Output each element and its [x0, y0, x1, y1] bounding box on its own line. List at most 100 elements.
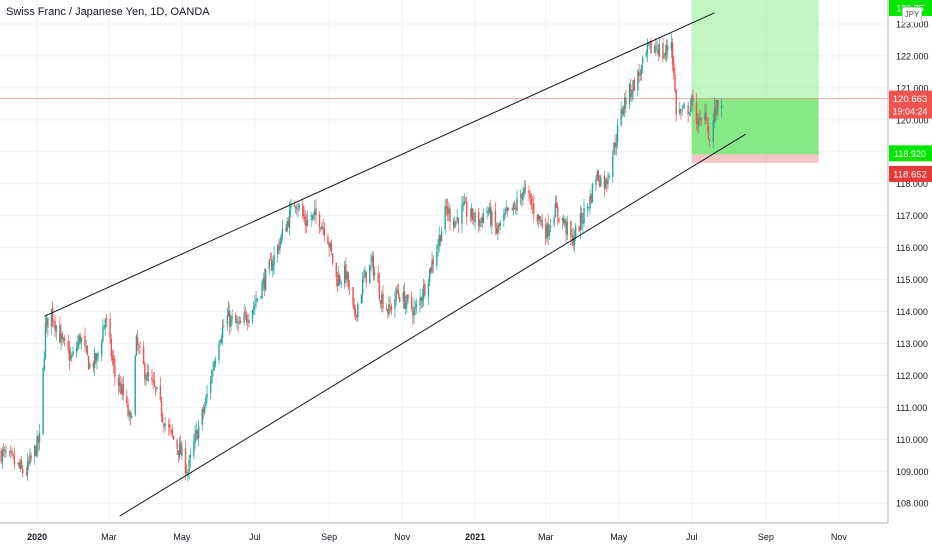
candle-down — [614, 143, 616, 148]
candle-up — [462, 203, 464, 207]
candle-up — [622, 107, 625, 115]
candle-up — [19, 462, 22, 469]
candle-up — [608, 175, 610, 178]
candle-up — [713, 107, 716, 122]
candle-down — [172, 435, 175, 440]
candle-down — [153, 380, 156, 386]
candle-up — [579, 213, 582, 231]
entry-label-box — [889, 145, 932, 162]
candle-down — [170, 428, 172, 430]
candle-down — [439, 234, 442, 243]
candle-down — [667, 46, 669, 50]
candle-down — [412, 310, 414, 317]
long-position-tool[interactable] — [691, 0, 819, 163]
candle-down — [528, 190, 530, 194]
candle-up — [548, 229, 551, 237]
candle-up — [649, 41, 651, 45]
x-tick-label: Nov — [394, 532, 411, 542]
candle-down — [633, 79, 635, 91]
candle-up — [607, 178, 609, 185]
candle-down — [285, 228, 287, 232]
candle-up — [29, 455, 31, 464]
candle-down — [606, 180, 608, 184]
candle-down — [674, 73, 676, 91]
candle-up — [583, 208, 585, 223]
candle-down — [318, 214, 321, 228]
y-tick-label: 118.000 — [896, 179, 928, 189]
candle-down — [302, 205, 304, 216]
candle-up — [96, 354, 98, 361]
candle-down — [245, 314, 248, 322]
candle-up — [97, 353, 99, 356]
candle-up — [346, 271, 348, 280]
candle-down — [494, 210, 497, 227]
loss-zone — [691, 154, 819, 163]
candle-down — [430, 267, 432, 272]
candle-up — [437, 245, 439, 251]
candle-down — [152, 380, 154, 382]
candle-down — [572, 235, 574, 246]
trendlines[interactable] — [44, 12, 746, 517]
candle-down — [287, 220, 290, 227]
candle-down — [506, 207, 509, 211]
currency-badge[interactable]: JPY — [902, 7, 922, 23]
candle-up — [314, 209, 316, 215]
candle-up — [620, 109, 622, 126]
x-tick-label: Mar — [101, 532, 117, 542]
candle-up — [72, 351, 74, 356]
candle-up — [454, 222, 456, 229]
candle-up — [431, 260, 433, 273]
candle-up — [405, 302, 407, 309]
candle-up — [134, 356, 136, 415]
candle-up — [218, 344, 220, 361]
candle-up — [360, 294, 363, 304]
stop-loss-label: 118.652 — [893, 169, 927, 180]
candle-up — [89, 363, 91, 368]
candle-up — [243, 313, 245, 323]
candle-up — [698, 117, 700, 127]
candle-down — [339, 276, 341, 282]
candle-up — [1, 449, 4, 462]
candle-down — [162, 417, 164, 422]
candle-down — [18, 462, 20, 468]
candle-down — [536, 215, 539, 222]
candle-up — [512, 203, 515, 210]
x-tick-label: Sep — [758, 532, 774, 542]
candle-down — [671, 42, 674, 64]
candle-down — [263, 277, 266, 289]
candle-down — [498, 223, 500, 227]
candle-down — [114, 364, 116, 377]
candle-down — [354, 308, 357, 315]
candle-down — [547, 223, 549, 236]
candle-up — [135, 335, 138, 356]
x-tick-label: Jul — [686, 532, 698, 542]
candle-up — [197, 425, 200, 439]
candle-up — [268, 260, 270, 270]
candle-up — [645, 52, 647, 56]
candle-up — [337, 274, 340, 286]
candle-down — [464, 201, 467, 203]
grid — [0, 0, 888, 523]
candle-down — [51, 307, 54, 321]
candle-down — [705, 112, 707, 122]
candle-up — [455, 220, 457, 225]
candle-up — [582, 221, 584, 224]
candle-up — [444, 205, 446, 230]
candle-up — [212, 369, 214, 371]
candle-down — [410, 297, 413, 309]
candle-down — [20, 460, 23, 468]
candle-up — [220, 338, 223, 343]
candle-up — [631, 92, 633, 98]
candle-down — [171, 429, 174, 435]
candle-down — [529, 193, 531, 199]
candle-up — [448, 208, 450, 214]
candle-up — [214, 360, 217, 365]
candle-up — [78, 335, 80, 345]
candle-up — [463, 201, 466, 205]
candle-down — [472, 208, 474, 220]
candle-down — [714, 107, 717, 116]
candle-up — [193, 441, 195, 456]
upper-channel-line — [44, 12, 715, 317]
